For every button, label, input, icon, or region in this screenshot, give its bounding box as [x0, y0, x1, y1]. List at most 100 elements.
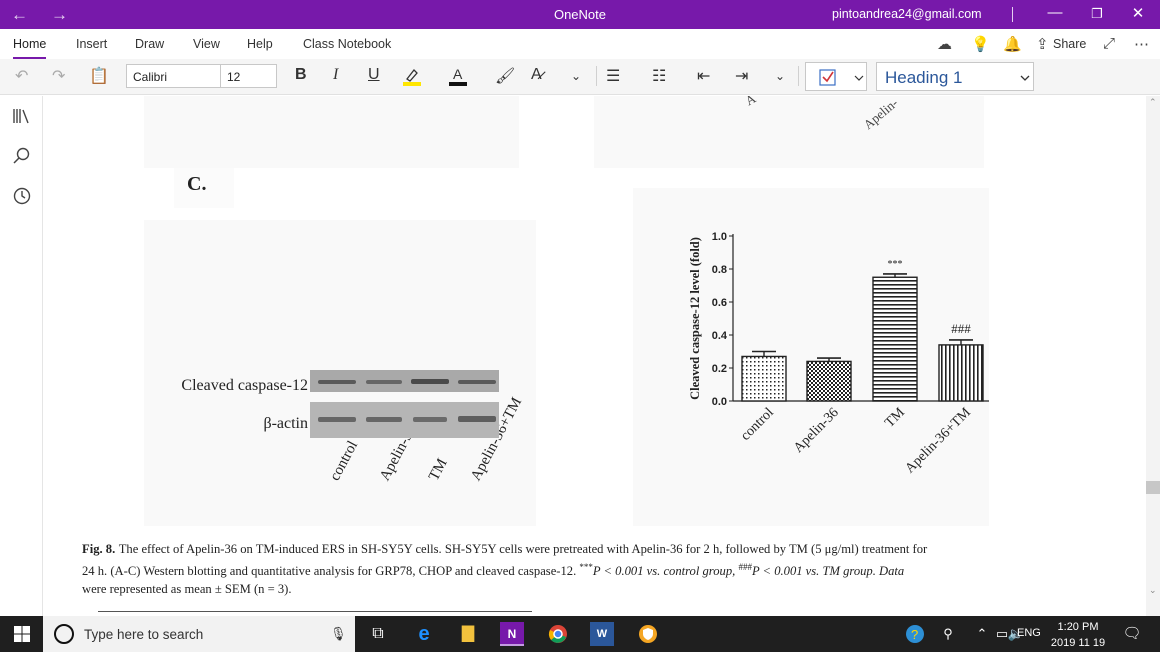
clock-time: 1:20 PM	[1057, 621, 1099, 633]
caspase-chart-panel: 0.0 0.2 0.4 0.6 0.8 1.0 Cleaved caspase-12 lev…	[633, 188, 995, 526]
figure-panel-a-bottom	[144, 96, 519, 168]
numbered-list-icon[interactable]: ☷	[652, 68, 667, 85]
significance-marker: ***	[888, 259, 903, 270]
font-color-icon[interactable]: A	[448, 66, 468, 91]
western-blot-image	[310, 370, 499, 438]
figure-caption: Fig. 8. The effect of Apelin-36 on TM-in…	[82, 540, 1062, 598]
taskbar-search-box[interactable]	[43, 616, 355, 652]
left-navigation-rail	[0, 96, 43, 616]
active-tab-indicator	[13, 57, 46, 59]
vertical-scrollbar[interactable]: ⌃ ⌄	[1146, 96, 1160, 616]
highlight-icon[interactable]	[402, 66, 422, 91]
font-size-field[interactable]: 12	[220, 64, 277, 88]
significance-marker: ###	[951, 321, 971, 336]
file-explorer-icon[interactable]: ▇	[461, 625, 475, 642]
people-tray-icon[interactable]: ⚲	[943, 626, 953, 641]
decrease-indent-icon[interactable]: ⇤	[697, 68, 711, 85]
scrollbar-thumb[interactable]	[1146, 481, 1160, 494]
tab-class-notebook[interactable]: Class Notebook	[303, 37, 392, 51]
windows-start-icon[interactable]	[10, 622, 34, 646]
ribbon-tabs: Home Insert Draw View Help Class Noteboo…	[0, 29, 1160, 59]
clock-date: 2019 11 19	[1050, 637, 1106, 649]
expand-icon[interactable]: ⤢	[1103, 35, 1116, 52]
minimize-icon[interactable]: —	[1047, 4, 1063, 21]
sync-icon[interactable]: ☁	[937, 36, 952, 53]
clipboard-icon[interactable]: 📋	[89, 68, 109, 85]
y-tick-label: 0.6	[712, 297, 727, 309]
back-arrow-icon[interactable]: ←	[11, 5, 28, 24]
y-tick-label: 0.8	[712, 264, 727, 276]
forward-arrow-icon[interactable]: →	[51, 5, 68, 24]
blot-lane-label: TM	[426, 456, 451, 484]
paragraph-options-chevron-icon[interactable]: ⌄	[775, 69, 786, 83]
bar-tm	[872, 276, 918, 402]
x-tick-label: Apelin-36	[791, 405, 842, 456]
tab-help[interactable]: Help	[247, 37, 273, 51]
increase-indent-icon[interactable]: ⇥	[735, 68, 749, 85]
notifications-icon[interactable]: 🗨	[1122, 625, 1142, 642]
onenote-app-icon[interactable]: N	[500, 622, 524, 646]
clear-formatting-icon[interactable]: A̷	[531, 66, 542, 83]
system-clock[interactable]: 1:20 PM 2019 11 19	[1044, 619, 1112, 651]
word-app-icon[interactable]: W	[590, 622, 614, 646]
caspase-bar-chart: 0.0 0.2 0.4 0.6 0.8 1.0 Cleaved caspase-12 lev…	[688, 231, 995, 477]
italic-button[interactable]: I	[333, 66, 339, 83]
bar-apelin-36-tm	[938, 344, 984, 402]
scroll-down-icon[interactable]: ⌄	[1149, 585, 1157, 595]
more-formatting-chevron-icon[interactable]: ⌄	[571, 69, 582, 83]
restore-icon[interactable]: ❐	[1091, 6, 1103, 21]
svg-text:A: A	[453, 66, 463, 82]
vpn-shield-icon[interactable]	[636, 622, 660, 646]
bar-apelin-36	[806, 360, 852, 402]
x-tick-label: TM	[882, 405, 908, 431]
cortana-icon[interactable]	[53, 623, 75, 650]
volume-icon[interactable]: 🔈	[1007, 626, 1025, 641]
x-tick-label: control	[738, 405, 777, 444]
underline-button[interactable]: U	[368, 66, 380, 83]
search-icon[interactable]	[12, 146, 32, 171]
edge-browser-icon[interactable]: e	[418, 623, 430, 645]
x-tick-label: Apelin-36+TM	[903, 405, 975, 477]
tab-insert[interactable]: Insert	[76, 37, 108, 51]
bar-control	[741, 355, 787, 402]
blot-lane-label: control	[327, 438, 362, 484]
tab-view[interactable]: View	[193, 37, 220, 51]
font-name-field[interactable]: Calibri	[126, 64, 221, 88]
redo-icon[interactable]: ↷	[52, 68, 66, 85]
todo-tag-dropdown[interactable]	[805, 62, 867, 91]
account-email[interactable]: pintoandrea24@gmail.com	[832, 7, 982, 21]
close-icon[interactable]: ✕	[1131, 5, 1145, 22]
share-button[interactable]: Share	[1053, 37, 1087, 51]
chrome-icon[interactable]	[546, 622, 570, 646]
bold-button[interactable]: B	[295, 66, 307, 83]
battery-icon[interactable]: ▭	[995, 626, 1009, 641]
share-icon[interactable]: ⇪	[1036, 36, 1049, 53]
undo-icon[interactable]: ↶	[15, 68, 29, 85]
notebooks-icon[interactable]	[12, 107, 32, 130]
language-indicator[interactable]: ENG	[1017, 627, 1041, 639]
microphone-icon[interactable]: 🎙	[330, 626, 347, 641]
recent-history-icon[interactable]	[12, 186, 32, 211]
search-placeholder: Type here to search	[84, 627, 204, 642]
page-canvas[interactable]: A Apelin- C. control Apelin-36 TM Apelin…	[44, 96, 1146, 616]
lightbulb-icon[interactable]: 💡	[971, 36, 990, 53]
tab-draw[interactable]: Draw	[135, 37, 165, 51]
style-dropdown[interactable]: Heading 1	[876, 62, 1034, 91]
western-blot-panel: control Apelin-36 TM Apelin-36+TM Cleave…	[144, 220, 536, 526]
toolbar-divider	[596, 66, 597, 86]
chevron-down-icon	[1020, 75, 1030, 81]
help-tray-icon[interactable]: ?	[903, 622, 927, 646]
tab-home[interactable]: Home	[13, 37, 47, 51]
more-options-icon[interactable]: ⋯	[1134, 36, 1149, 53]
task-view-icon[interactable]: ⧉	[372, 625, 384, 642]
scroll-up-icon[interactable]: ⌃	[1149, 97, 1157, 107]
figure-panel-b-bottom	[594, 96, 984, 168]
bulleted-list-icon[interactable]: ☰	[606, 68, 621, 85]
show-hidden-icons-chevron-icon[interactable]: ⌃	[976, 626, 988, 641]
style-dropdown-value: Heading 1	[885, 68, 963, 87]
toolbar-divider	[798, 66, 799, 86]
app-title: OneNote	[553, 7, 607, 22]
caption-line-3: were represented as mean ± SEM (n = 3).	[82, 582, 292, 597]
bell-icon[interactable]: 🔔	[1003, 36, 1022, 53]
format-painter-icon[interactable]: 🖌	[495, 68, 516, 85]
